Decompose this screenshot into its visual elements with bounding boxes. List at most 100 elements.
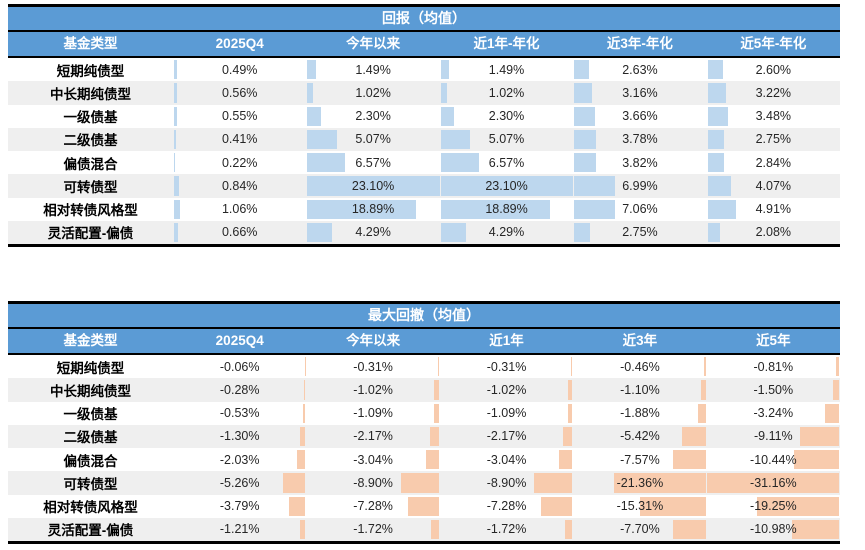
cell-value: -7.57% [620,452,660,467]
data-cell: -0.06% [173,355,306,378]
data-cell: -5.26% [173,471,306,494]
column-header: 今年以来 [346,333,401,348]
table-row: 短期纯债型 -0.06% -0.31% -0.31% -0.46% -0.81% [8,355,840,379]
row-label: 短期纯债型 [56,360,125,376]
cell-value: 5.07% [355,132,391,147]
data-cell: 18.89% [306,198,439,221]
data-bar [300,519,306,539]
data-bar [707,176,732,196]
data-bar [707,222,720,242]
row-label: 相对转债风格型 [43,500,138,516]
cell-value: -1.30% [219,429,260,444]
cell-value: -7.28% [353,499,393,514]
data-cell: 4.07% [707,174,840,197]
cell-value: 3.22% [755,85,792,100]
data-cell: 2.08% [707,221,840,244]
data-cell: 4.29% [306,221,439,244]
data-bar [434,403,439,423]
data-bar [174,129,177,149]
data-cell: -7.57% [573,448,706,471]
cell-value: -8.90% [486,475,527,490]
cell-value: -1.10% [620,382,660,397]
data-cell: 0.49% [173,58,306,81]
data-cell: 2.30% [440,105,573,128]
data-cell: 3.66% [573,105,706,128]
data-bar [174,153,176,173]
table-row: 偏债混合 -2.03% -3.04% -3.04% -7.57% -10.44% [8,448,840,472]
data-bar [567,403,573,423]
cell-value: 0.49% [221,62,258,77]
data-bar [703,357,706,377]
data-cell: -21.36% [573,471,706,494]
data-bar [559,450,573,470]
data-bar [673,450,706,470]
table-row: 灵活配置-偏债 -1.21% -1.72% -1.72% -7.70% -10.98% [8,517,840,541]
cell-value: 5.07% [488,132,525,147]
data-bar [564,519,573,539]
data-bar [296,450,306,470]
data-cell: 5.07% [440,128,573,151]
column-header: 今年以来 [346,36,401,51]
cell-value: -0.46% [620,359,660,374]
data-cell: 1.49% [306,58,439,81]
data-bar [800,426,840,446]
column-header: 近1年 [489,333,524,348]
cell-value: -5.42% [620,429,660,444]
data-cell: 1.49% [440,58,573,81]
data-cell: 0.41% [173,128,306,151]
cell-value: -3.79% [219,499,260,514]
data-cell: 0.22% [173,151,306,174]
data-bar [440,199,550,219]
cell-value: 6.57% [488,155,525,170]
row-label: 偏债混合 [63,156,118,172]
cell-value: -3.04% [353,452,393,467]
table-row: 偏债混合 0.22% 6.57% 6.57% 3.82% 2.84% [8,151,840,175]
data-bar [429,426,439,446]
cell-value: 2.63% [622,62,658,77]
cell-value: -7.70% [620,522,660,537]
data-cell: -0.46% [573,355,706,378]
cell-value: -15.31% [616,499,664,514]
cell-value: 2.30% [488,109,525,124]
data-bar [440,106,455,126]
data-bar [282,473,306,493]
drawdown-header-row: 基金类型 2025Q4 今年以来 近1年 近3年 近5年 [8,329,840,355]
cell-value: 7.06% [622,202,658,217]
data-cell: -1.72% [440,518,573,541]
cell-value: -0.28% [219,382,260,397]
cell-value: -21.36% [616,475,664,490]
cell-value: -1.50% [753,382,794,397]
data-bar [574,83,593,103]
table-row: 一级债基 0.55% 2.30% 2.30% 3.66% 3.48% [8,104,840,128]
data-cell: 3.78% [573,128,706,151]
table-row: 相对转债风格型 -3.79% -7.28% -7.28% -15.31% -19.25% [8,494,840,518]
cell-value: -7.28% [486,499,527,514]
data-bar [307,222,333,242]
data-bar [174,199,181,219]
data-bar [307,106,321,126]
data-bar [562,426,573,446]
data-cell: -15.31% [573,495,706,518]
cell-value: 0.84% [221,178,258,193]
row-label: 可转债型 [63,476,118,492]
data-cell: -1.21% [173,518,306,541]
data-bar [307,199,417,219]
data-cell: -10.98% [707,518,840,541]
cell-value: 4.07% [755,178,792,193]
row-label: 二级债基 [63,430,118,446]
cell-value: 3.82% [622,155,658,170]
data-cell: 6.99% [573,174,706,197]
data-cell: 0.84% [173,174,306,197]
data-bar [307,83,314,103]
column-header: 近5年-年化 [740,36,807,51]
data-cell: 1.02% [306,81,439,104]
data-cell: 2.84% [707,151,840,174]
cell-value: 4.91% [755,202,792,217]
cell-value: 0.56% [221,85,258,100]
cell-value: 0.55% [221,109,258,124]
data-bar [835,357,840,377]
row-label: 中长期纯债型 [50,86,131,102]
data-bar [304,380,306,400]
cell-value: -2.17% [353,429,393,444]
